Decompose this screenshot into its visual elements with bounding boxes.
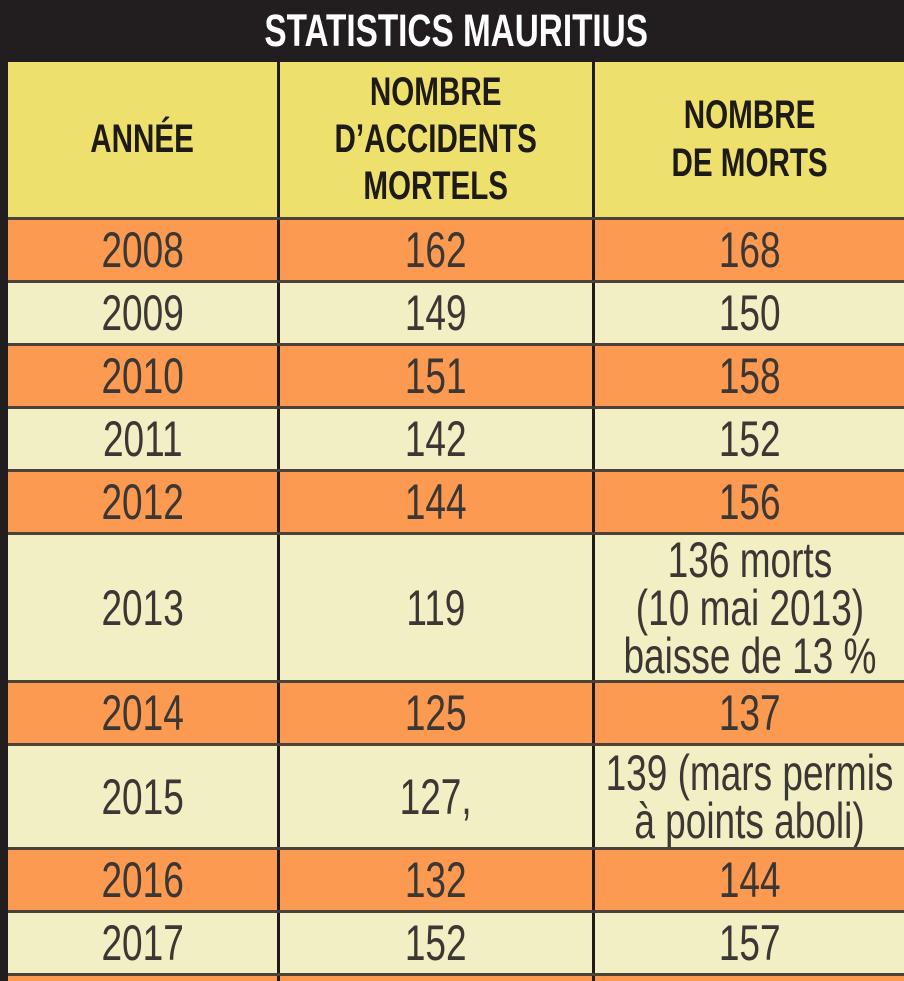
accidents-cell: 149 <box>280 283 595 343</box>
deaths-cell: 152 <box>595 409 904 469</box>
table-row-2012: 2012 144 156 <box>8 469 904 532</box>
accidents-value: 127, <box>399 768 473 825</box>
accidents-value: 149 <box>405 285 467 341</box>
deaths-cell: 156 <box>595 472 904 532</box>
deaths-cell: 144 <box>595 850 904 910</box>
year-cell: 2011 <box>8 409 280 469</box>
deaths-value: 156 <box>718 474 781 530</box>
year-cell: 2016 <box>8 850 280 910</box>
deaths-note: 139 (mars permis à points aboli) <box>605 746 894 847</box>
year-value: 2009 <box>101 285 184 341</box>
year-value: 2015 <box>101 768 184 825</box>
accidents-value: 152 <box>405 915 467 971</box>
column-header-accidents: NOMBRE D’ACCIDENTS MORTELS <box>280 62 595 217</box>
accidents-cell: 125 <box>280 683 595 743</box>
accidents-cell: 142 <box>280 409 595 469</box>
accidents-cell: 144 <box>280 472 595 532</box>
table-row-2010: 2010 151 158 <box>8 343 904 406</box>
year-value: 2013 <box>101 579 184 636</box>
deaths-note: 136 morts (10 mai 2013) baisse de 13 % <box>622 535 877 680</box>
column-header-morts: NOMBRE DE MORTS <box>595 62 904 217</box>
accidents-value: 119 <box>406 579 466 636</box>
year-cell: 2015 <box>8 746 280 847</box>
year-value: 2011 <box>102 411 183 467</box>
table-row-2014: 2014 125 137 <box>8 680 904 743</box>
deaths-cell: 137 <box>595 683 904 743</box>
accidents-cell: 119 <box>280 535 595 680</box>
accidents-value: 132 <box>405 852 467 908</box>
accidents-value: 151 <box>405 348 467 404</box>
year-cell: 2010 <box>8 346 280 406</box>
year-cell: 2008 <box>8 220 280 280</box>
table-header-row: ANNÉE NOMBRE D’ACCIDENTS MORTELS NOMBRE … <box>8 62 904 217</box>
year-value: 2012 <box>101 474 184 530</box>
column-header-accidents-label: NOMBRE D’ACCIDENTS MORTELS <box>334 69 538 209</box>
accidents-cell: 132 <box>280 850 595 910</box>
table-row-2009: 2009 149 150 <box>8 280 904 343</box>
deaths-value: 168 <box>718 222 781 278</box>
deaths-cell: 157 <box>595 913 904 973</box>
accidents-cell: 152 <box>280 913 595 973</box>
year-value: 2008 <box>101 222 184 278</box>
deaths-cell: 150 <box>595 283 904 343</box>
accidents-cell: 162 <box>280 220 595 280</box>
deaths-value: 152 <box>718 411 781 467</box>
year-cell: 2014 <box>8 683 280 743</box>
deaths-value: 157 <box>718 915 781 971</box>
accidents-value: 144 <box>405 474 467 530</box>
deaths-cell: 158 <box>595 346 904 406</box>
deaths-value: 137 <box>718 685 781 741</box>
column-header-morts-label: NOMBRE DE MORTS <box>671 93 828 185</box>
deaths-cell: 168 <box>595 220 904 280</box>
year-value: 2016 <box>101 852 184 908</box>
deaths-value: 150 <box>718 285 781 341</box>
year-cell: 2012 <box>8 472 280 532</box>
accidents-cell: 127, <box>280 746 595 847</box>
year-cell <box>8 976 280 981</box>
deaths-value: 144 <box>718 852 781 908</box>
table-row-2017: 2017 152 157 <box>8 910 904 973</box>
year-value: 2017 <box>101 915 184 971</box>
table-row-2015: 2015 127, 139 (mars permis à points abol… <box>8 743 904 847</box>
year-value: 2014 <box>101 685 184 741</box>
table-row-2008: 2008 162 168 <box>8 217 904 280</box>
year-value: 2010 <box>101 348 184 404</box>
table-row-2016: 2016 132 144 <box>8 847 904 910</box>
deaths-cell: 139 (mars permis à points aboli) <box>595 746 904 847</box>
accidents-value: 142 <box>405 411 467 467</box>
deaths-value: 158 <box>718 348 781 404</box>
table-title: STATISTICS MAURITIUS <box>264 5 648 56</box>
deaths-cell <box>595 976 904 981</box>
next-row-partial <box>8 973 904 981</box>
table-title-bar: STATISTICS MAURITIUS <box>8 0 904 62</box>
deaths-cell: 136 morts (10 mai 2013) baisse de 13 % <box>595 535 904 680</box>
accidents-cell: 151 <box>280 346 595 406</box>
table-row-2011: 2011 142 152 <box>8 406 904 469</box>
accidents-value: 162 <box>405 222 467 278</box>
year-cell: 2009 <box>8 283 280 343</box>
column-header-annee: ANNÉE <box>8 62 280 217</box>
accidents-value: 125 <box>405 685 467 741</box>
year-cell: 2013 <box>8 535 280 680</box>
accidents-cell <box>280 976 595 981</box>
table-row-2013: 2013 119 136 morts (10 mai 2013) baisse … <box>8 532 904 680</box>
column-header-annee-label: ANNÉE <box>90 116 195 161</box>
year-cell: 2017 <box>8 913 280 973</box>
